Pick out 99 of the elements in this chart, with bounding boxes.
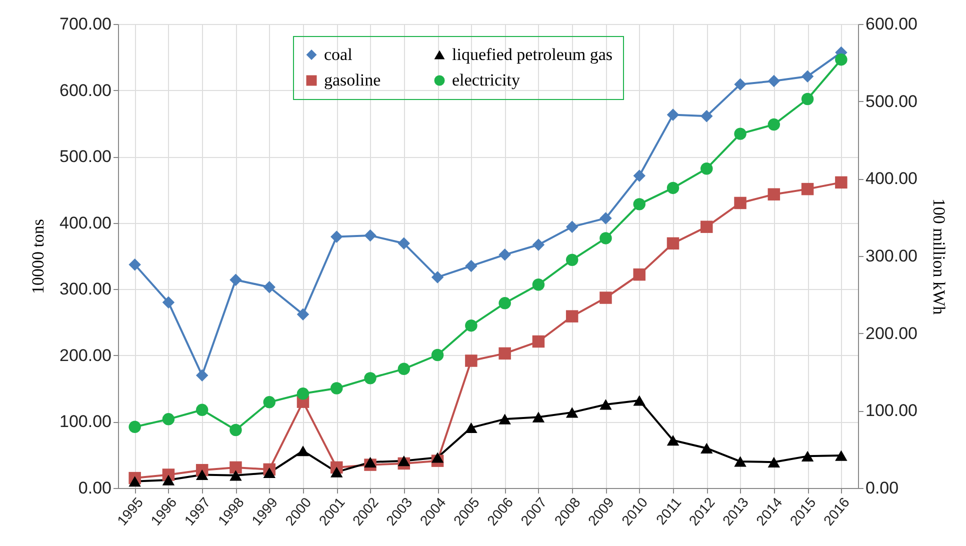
point: [801, 182, 814, 196]
y2-axis-title: 100 million kWh: [929, 198, 948, 316]
point: [364, 229, 376, 242]
point: [296, 388, 310, 400]
point: [465, 354, 478, 367]
point: [801, 70, 814, 82]
y-tick-label: 200.00: [60, 346, 112, 365]
point: [633, 198, 646, 210]
point: [230, 424, 242, 436]
point: [734, 456, 746, 467]
point: [566, 407, 578, 418]
point: [162, 474, 175, 486]
legend-label: coal: [324, 44, 353, 64]
point: [532, 238, 545, 251]
point: [498, 297, 511, 310]
point: [633, 268, 646, 281]
point: [465, 319, 478, 332]
point: [498, 248, 511, 261]
point: [263, 281, 276, 294]
point: [666, 434, 680, 446]
point: [162, 296, 175, 309]
point: [633, 170, 646, 182]
legend-label: gasoline: [324, 70, 381, 90]
point: [398, 237, 410, 250]
point: [196, 469, 208, 480]
point: [666, 182, 680, 194]
point: [465, 260, 478, 272]
point: [700, 162, 713, 175]
y2-tick-label: 100.00: [866, 401, 918, 420]
point: [128, 258, 141, 271]
point: [835, 53, 848, 66]
point: [230, 461, 242, 474]
point: [263, 396, 276, 408]
point: [633, 395, 646, 406]
y-tick-label: 400.00: [60, 213, 112, 232]
point: [532, 278, 545, 291]
point: [835, 176, 848, 189]
y-tick-label: 0.00: [78, 478, 112, 498]
point: [196, 369, 208, 382]
point: [768, 74, 780, 88]
point: [263, 467, 276, 478]
point: [600, 292, 612, 304]
point: [465, 422, 478, 433]
y-tick-label: 300.00: [60, 280, 112, 299]
point: [364, 372, 376, 384]
y-tick-label: 700.00: [60, 14, 112, 34]
point: [364, 456, 376, 468]
point: [398, 362, 410, 376]
point: [566, 254, 578, 266]
point: [768, 118, 780, 131]
point: [666, 237, 680, 250]
y2-tick-label: 400.00: [866, 169, 918, 188]
y-tick-label: 100.00: [60, 412, 112, 432]
point: [498, 347, 511, 360]
point: [600, 232, 612, 244]
point: [230, 274, 242, 286]
y2-tick-label: 500.00: [866, 92, 918, 111]
point: [398, 456, 410, 466]
point: [162, 413, 175, 426]
point: [801, 450, 814, 462]
point: [666, 108, 680, 121]
point: [330, 466, 343, 478]
legend-label: liquefied petroleum gas: [452, 44, 613, 64]
point: [431, 452, 444, 463]
y-tick-label: 600.00: [60, 80, 112, 100]
point: [835, 450, 848, 461]
point: [768, 188, 780, 200]
point: [566, 220, 578, 233]
y2-tick-label: 0.00: [866, 478, 899, 498]
point: [566, 310, 578, 322]
point: [734, 128, 746, 140]
point: [734, 78, 746, 90]
point: [128, 420, 141, 434]
legend-label: electricity: [452, 70, 520, 90]
point: [700, 220, 713, 233]
point: [196, 404, 208, 416]
point: [330, 230, 343, 243]
point: [600, 212, 612, 224]
point: [600, 399, 612, 410]
point: [128, 476, 141, 487]
point: [734, 196, 746, 210]
point: [532, 412, 545, 422]
point: [532, 335, 545, 348]
point: [230, 470, 242, 481]
point: [700, 442, 713, 454]
y2-tick-label: 300.00: [866, 246, 918, 266]
y2-tick-label: 200.00: [866, 324, 918, 343]
point: [498, 414, 511, 424]
point: [431, 348, 444, 362]
y-tick-label: 500.00: [60, 147, 112, 166]
point: [768, 456, 780, 468]
point: [700, 110, 713, 122]
point: [330, 382, 343, 394]
point: [801, 92, 814, 106]
point: [296, 446, 310, 456]
point: [296, 308, 310, 320]
y-axis-title: 10000 tons: [28, 218, 48, 294]
y2-tick-label: 600.00: [866, 14, 918, 34]
point: [431, 271, 444, 284]
